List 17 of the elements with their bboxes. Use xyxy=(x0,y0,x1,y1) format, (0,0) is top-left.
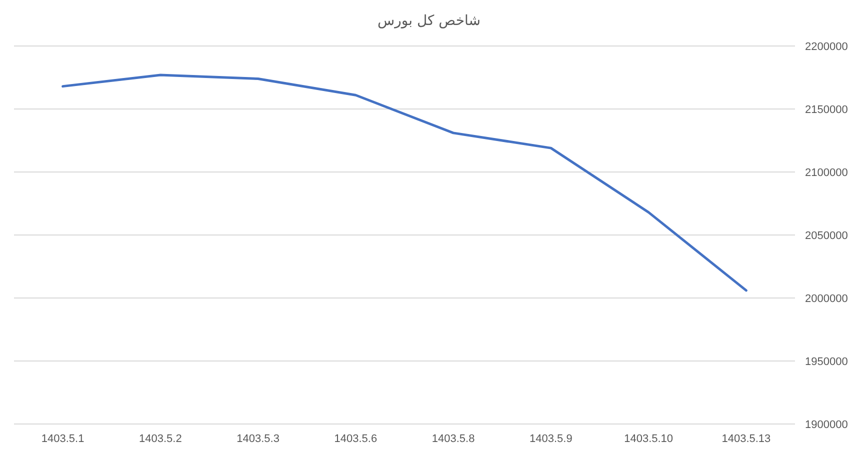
x-tick-label: 1403.5.10 xyxy=(624,433,674,445)
y-tick-label: 2000000 xyxy=(805,292,848,305)
x-tick-label: 1403.5.1 xyxy=(41,433,84,445)
y-tick-label: 1950000 xyxy=(805,356,848,368)
x-tick-label: 1403.5.6 xyxy=(334,433,378,445)
x-tick-label: 1403.5.2 xyxy=(139,433,182,445)
chart-title: شاخص کل بورس xyxy=(378,13,480,29)
x-tick-label: 1403.5.13 xyxy=(722,433,771,445)
line-series xyxy=(62,74,748,292)
y-tick-label: 2200000 xyxy=(805,40,848,53)
x-tick-label: 1403.5.9 xyxy=(530,433,572,445)
x-tick-label: 1403.5.3 xyxy=(236,433,280,445)
x-tick-label: 1403.5.8 xyxy=(432,433,475,445)
y-tick-label: 2100000 xyxy=(805,166,848,179)
y-tick-label: 1900000 xyxy=(805,418,848,431)
y-tick-label: 2050000 xyxy=(805,230,848,242)
y-tick-label: 2150000 xyxy=(805,104,848,116)
